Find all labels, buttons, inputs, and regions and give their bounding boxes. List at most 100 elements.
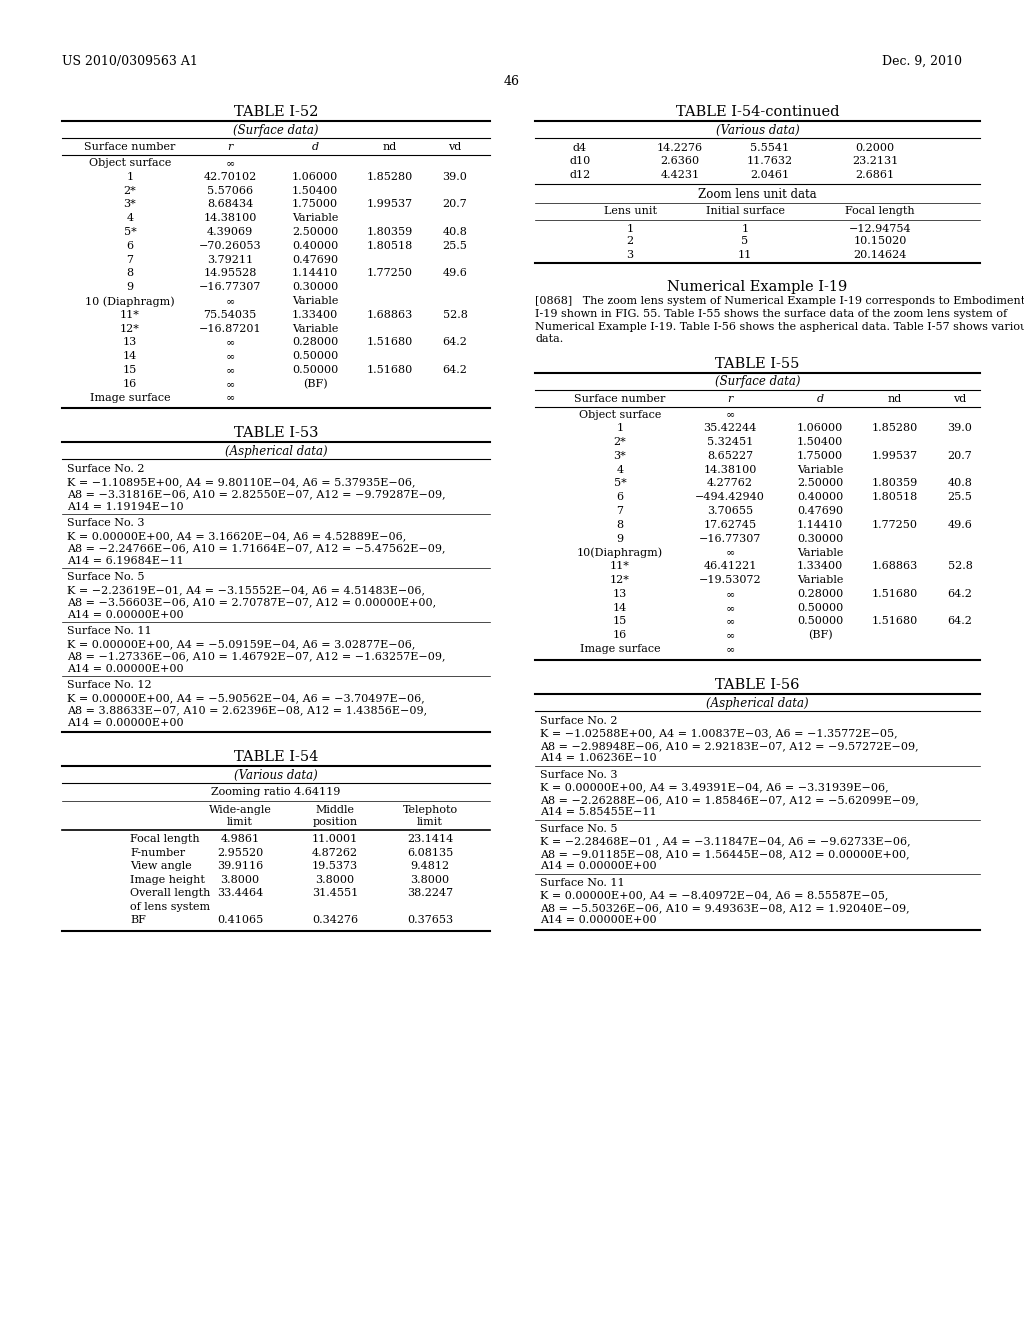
Text: 3.70655: 3.70655 — [707, 506, 753, 516]
Text: 1.77250: 1.77250 — [872, 520, 918, 529]
Text: Numerical Example I-19: Numerical Example I-19 — [668, 281, 848, 294]
Text: K = 0.00000E+00, A4 = −5.90562E−04, A6 = −3.70497E−06,: K = 0.00000E+00, A4 = −5.90562E−04, A6 =… — [67, 693, 425, 704]
Text: 2.6360: 2.6360 — [660, 157, 699, 166]
Text: 4.27762: 4.27762 — [707, 479, 753, 488]
Text: Variable: Variable — [292, 296, 338, 306]
Text: Surface No. 2: Surface No. 2 — [540, 715, 617, 726]
Text: 14: 14 — [123, 351, 137, 362]
Text: limit: limit — [417, 817, 443, 828]
Text: 8: 8 — [126, 268, 133, 279]
Text: 1: 1 — [616, 424, 624, 433]
Text: 12*: 12* — [120, 323, 140, 334]
Text: 1.99537: 1.99537 — [367, 199, 413, 210]
Text: 1.80359: 1.80359 — [367, 227, 413, 238]
Text: Image surface: Image surface — [90, 392, 170, 403]
Text: ∞: ∞ — [725, 630, 734, 640]
Text: 1.51680: 1.51680 — [367, 366, 413, 375]
Text: 25.5: 25.5 — [442, 240, 467, 251]
Text: 75.54035: 75.54035 — [204, 310, 257, 319]
Text: Lens unit: Lens unit — [603, 206, 656, 216]
Text: Dec. 9, 2010: Dec. 9, 2010 — [882, 55, 962, 69]
Text: 4.39069: 4.39069 — [207, 227, 253, 238]
Text: Surface No. 11: Surface No. 11 — [540, 878, 625, 888]
Text: A14 = 5.85455E−11: A14 = 5.85455E−11 — [540, 808, 656, 817]
Text: Surface No. 5: Surface No. 5 — [67, 573, 144, 582]
Text: A14 = 0.00000E+00: A14 = 0.00000E+00 — [67, 718, 183, 727]
Text: K = 0.00000E+00, A4 = −5.09159E−04, A6 = 3.02877E−06,: K = 0.00000E+00, A4 = −5.09159E−04, A6 =… — [67, 639, 416, 649]
Text: 5*: 5* — [124, 227, 136, 238]
Text: 0.41065: 0.41065 — [217, 915, 263, 925]
Text: 49.6: 49.6 — [442, 268, 467, 279]
Text: 3*: 3* — [613, 451, 627, 461]
Text: 3: 3 — [627, 249, 634, 260]
Text: A8 = −3.56603E−06, A10 = 2.70787E−07, A12 = 0.00000E+00,: A8 = −3.56603E−06, A10 = 2.70787E−07, A1… — [67, 598, 436, 607]
Text: 20.7: 20.7 — [442, 199, 467, 210]
Text: 25.5: 25.5 — [947, 492, 973, 503]
Text: vd: vd — [953, 393, 967, 404]
Text: ∞: ∞ — [225, 366, 234, 375]
Text: 11*: 11* — [120, 310, 140, 319]
Text: 2.6861: 2.6861 — [855, 170, 895, 180]
Text: 11: 11 — [738, 249, 752, 260]
Text: A8 = 3.88633E−07, A10 = 2.62396E−08, A12 = 1.43856E−09,: A8 = 3.88633E−07, A10 = 2.62396E−08, A12… — [67, 705, 427, 715]
Text: 1.51680: 1.51680 — [871, 589, 919, 599]
Text: ∞: ∞ — [725, 548, 734, 557]
Text: Focal length: Focal length — [130, 834, 200, 845]
Text: 1.68863: 1.68863 — [367, 310, 413, 319]
Text: 1.85280: 1.85280 — [871, 424, 919, 433]
Text: 0.30000: 0.30000 — [797, 533, 843, 544]
Text: of lens system: of lens system — [130, 902, 210, 912]
Text: 0.40000: 0.40000 — [292, 240, 338, 251]
Text: 10(Diaphragm): 10(Diaphragm) — [577, 548, 664, 558]
Text: 1.14410: 1.14410 — [797, 520, 843, 529]
Text: A14 = 0.00000E+00: A14 = 0.00000E+00 — [540, 862, 656, 871]
Text: 3*: 3* — [124, 199, 136, 210]
Text: 14.38100: 14.38100 — [204, 214, 257, 223]
Text: K = 0.00000E+00, A4 = 3.49391E−04, A6 = −3.31939E−06,: K = 0.00000E+00, A4 = 3.49391E−04, A6 = … — [540, 783, 889, 792]
Text: ∞: ∞ — [225, 338, 234, 347]
Text: 40.8: 40.8 — [442, 227, 467, 238]
Text: −16.77307: −16.77307 — [199, 282, 261, 292]
Text: 1.85280: 1.85280 — [367, 172, 413, 182]
Text: F-number: F-number — [130, 847, 185, 858]
Text: Image surface: Image surface — [580, 644, 660, 655]
Text: 1.75000: 1.75000 — [797, 451, 843, 461]
Text: 1.06000: 1.06000 — [292, 172, 338, 182]
Text: 7: 7 — [616, 506, 624, 516]
Text: 19.5373: 19.5373 — [312, 862, 358, 871]
Text: Surface No. 11: Surface No. 11 — [67, 627, 152, 636]
Text: A14 = 1.19194E−10: A14 = 1.19194E−10 — [67, 502, 183, 512]
Text: ∞: ∞ — [225, 351, 234, 362]
Text: 7: 7 — [127, 255, 133, 264]
Text: 46.41221: 46.41221 — [703, 561, 757, 572]
Text: A14 = 0.00000E+00: A14 = 0.00000E+00 — [540, 915, 656, 925]
Text: Surface No. 5: Surface No. 5 — [540, 824, 617, 834]
Text: (BF): (BF) — [303, 379, 328, 389]
Text: Variable: Variable — [292, 214, 338, 223]
Text: 8.65227: 8.65227 — [707, 451, 753, 461]
Text: nd: nd — [383, 143, 397, 152]
Text: 6.08135: 6.08135 — [407, 847, 454, 858]
Text: 9: 9 — [126, 282, 133, 292]
Text: d: d — [816, 393, 823, 404]
Text: −494.42940: −494.42940 — [695, 492, 765, 503]
Text: −12.94754: −12.94754 — [849, 223, 911, 234]
Text: K = 0.00000E+00, A4 = 3.16620E−04, A6 = 4.52889E−06,: K = 0.00000E+00, A4 = 3.16620E−04, A6 = … — [67, 531, 407, 541]
Text: 1.75000: 1.75000 — [292, 199, 338, 210]
Text: 1: 1 — [741, 223, 749, 234]
Text: d: d — [311, 143, 318, 152]
Text: 1.99537: 1.99537 — [872, 451, 919, 461]
Text: 40.8: 40.8 — [947, 479, 973, 488]
Text: 6: 6 — [126, 240, 133, 251]
Text: position: position — [312, 817, 357, 828]
Text: Surface number: Surface number — [84, 143, 176, 152]
Text: 1: 1 — [627, 223, 634, 234]
Text: 4.87262: 4.87262 — [312, 847, 358, 858]
Text: 16: 16 — [123, 379, 137, 389]
Text: A8 = −2.26288E−06, A10 = 1.85846E−07, A12 = −5.62099E−09,: A8 = −2.26288E−06, A10 = 1.85846E−07, A1… — [540, 795, 919, 805]
Text: 0.34276: 0.34276 — [312, 915, 358, 925]
Text: Surface No. 12: Surface No. 12 — [67, 680, 152, 690]
Text: Initial surface: Initial surface — [706, 206, 784, 216]
Text: 33.4464: 33.4464 — [217, 888, 263, 899]
Text: 39.9116: 39.9116 — [217, 862, 263, 871]
